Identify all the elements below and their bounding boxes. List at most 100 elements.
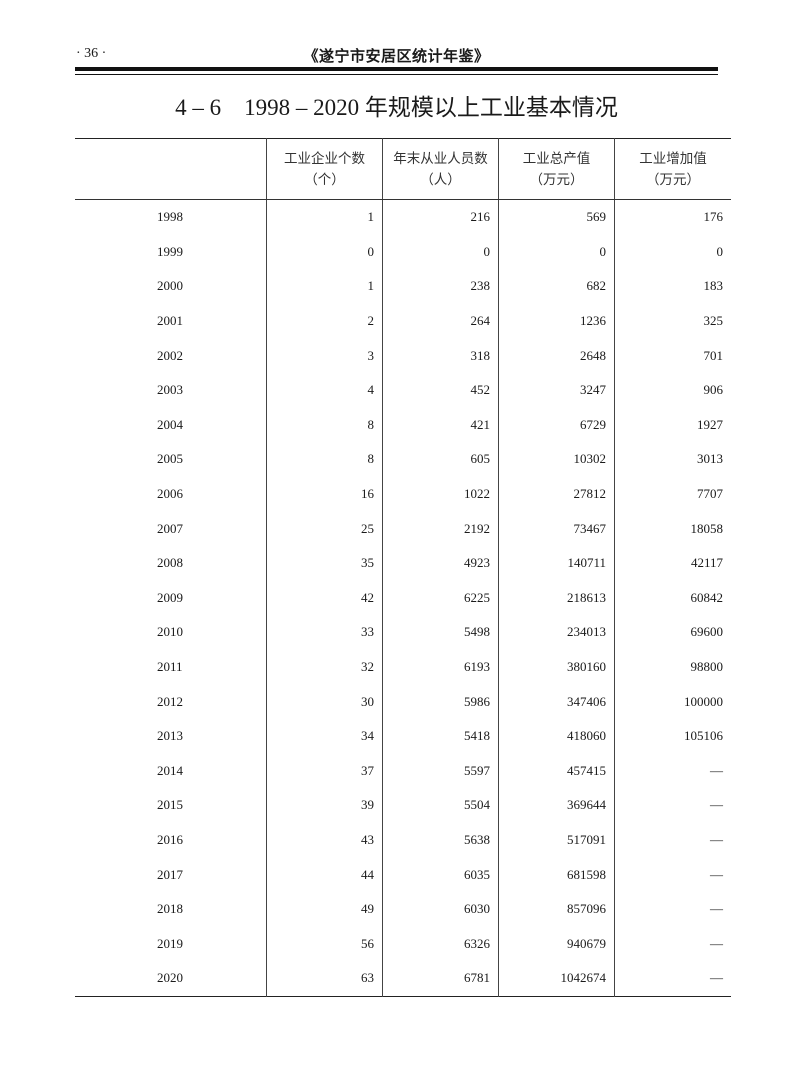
value-added-cell: 176	[614, 199, 731, 235]
employees-cell: 264	[382, 303, 499, 339]
table-title: 4 – 6 1998 – 2020 年规模以上工业基本情况	[175, 95, 618, 120]
enterprises-cell: 44	[266, 857, 383, 892]
output-value-cell: 0	[498, 234, 615, 270]
year-cell: 2006	[157, 486, 183, 502]
table-row: 2011 32 6193 380160 98800	[75, 649, 731, 685]
value-added-cell: 42117	[614, 545, 731, 581]
column-unit: （万元）	[529, 172, 584, 187]
enterprises-cell: 37	[266, 753, 383, 789]
enterprises-cell: 25	[266, 511, 383, 546]
table-row: 2012 30 5986 347406 100000	[75, 684, 731, 719]
enterprises-cell: 0	[266, 234, 383, 270]
enterprises-cell: 63	[266, 961, 383, 997]
year-cell: 2004	[157, 416, 183, 432]
column-unit: （个）	[304, 172, 345, 187]
employees-cell: 6781	[382, 961, 499, 997]
column-header-enterprises: 工业企业个数 （个）	[266, 138, 383, 200]
enterprises-cell: 1	[266, 199, 383, 235]
value-added-cell: 60842	[614, 580, 731, 616]
employees-cell: 5986	[382, 684, 499, 719]
output-value-cell: 2648	[498, 338, 615, 373]
year-cell: 2008	[157, 555, 183, 571]
enterprises-cell: 16	[266, 476, 383, 512]
enterprises-cell: 33	[266, 615, 383, 650]
year-cell: 2000	[157, 278, 183, 294]
enterprises-cell: 30	[266, 684, 383, 719]
output-value-cell: 218613	[498, 580, 615, 616]
output-value-cell: 369644	[498, 788, 615, 823]
table-row: 2005 8 605 10302 3013	[75, 442, 731, 477]
year-cell: 2007	[157, 520, 183, 536]
value-added-cell: 325	[614, 303, 731, 339]
enterprises-cell: 3	[266, 338, 383, 373]
value-added-cell: —	[614, 961, 731, 997]
output-value-cell: 940679	[498, 926, 615, 962]
employees-cell: 5418	[382, 718, 499, 754]
employees-cell: 0	[382, 234, 499, 270]
employees-cell: 6326	[382, 926, 499, 962]
table-row: 2020 63 6781 1042674—	[75, 961, 731, 997]
value-added-cell: —	[614, 753, 731, 789]
employees-cell: 318	[382, 338, 499, 373]
output-value-cell: 27812	[498, 476, 615, 512]
year-cell: 1998	[157, 209, 183, 225]
output-value-cell: 73467	[498, 511, 615, 546]
table-header-row: 工业企业个数 （个） 年末从业人员数 （人） 工业总产值 （万元） 工业增加值 （万元）	[75, 138, 731, 200]
enterprises-cell: 39	[266, 788, 383, 823]
value-added-cell: 7707	[614, 476, 731, 512]
enterprises-cell: 32	[266, 649, 383, 685]
value-added-cell: —	[614, 857, 731, 892]
output-value-cell: 6729	[498, 407, 615, 443]
table-row: 1999 0 0 0 0	[75, 234, 731, 270]
output-value-cell: 10302	[498, 442, 615, 477]
year-cell: 2016	[157, 831, 183, 847]
employees-cell: 4923	[382, 545, 499, 581]
column-header-output-value: 工业总产值 （万元）	[498, 138, 615, 200]
employees-cell: 238	[382, 269, 499, 304]
column-label: 年末从业人员数	[393, 151, 488, 166]
value-added-cell: 1927	[614, 407, 731, 443]
header-rule-thin	[75, 74, 718, 75]
output-value-cell: 457415	[498, 753, 615, 789]
year-cell: 2017	[157, 866, 183, 882]
table-body: 1998 1 216 569 176 1999 0 0 0 0 2000 1 238 682 183 2001…	[75, 199, 731, 997]
employees-cell: 452	[382, 372, 499, 408]
value-added-cell: —	[614, 891, 731, 927]
output-value-cell: 234013	[498, 615, 615, 650]
year-cell: 2013	[157, 728, 183, 744]
output-value-cell: 857096	[498, 891, 615, 927]
value-added-cell: 105106	[614, 718, 731, 754]
table-row: 2016 43 5638 517091—	[75, 822, 731, 858]
output-value-cell: 3247	[498, 372, 615, 408]
column-label: 工业总产值	[522, 151, 591, 166]
enterprises-cell: 56	[266, 926, 383, 962]
column-label: 工业增加值	[639, 151, 707, 166]
output-value-cell: 347406	[498, 684, 615, 719]
table-row: 2009 42 6225 218613 60842	[75, 580, 731, 616]
year-cell: 2010	[157, 624, 183, 640]
output-value-cell: 682	[498, 269, 615, 304]
employees-cell: 605	[382, 442, 499, 477]
employees-cell: 6225	[382, 580, 499, 616]
output-value-cell: 517091	[498, 822, 615, 858]
table-row: 2017 44 6035 681598—	[75, 857, 731, 892]
value-added-cell: 98800	[614, 649, 731, 685]
value-added-cell: 0	[614, 234, 731, 270]
running-title: 《遂宁市安居区统计年鉴》	[303, 47, 490, 65]
value-added-cell: —	[614, 926, 731, 962]
value-added-cell: 183	[614, 269, 731, 304]
employees-cell: 421	[382, 407, 499, 443]
enterprises-cell: 35	[266, 545, 383, 581]
year-cell: 2009	[157, 589, 183, 605]
table-row: 2014 37 5597 457415—	[75, 753, 731, 789]
value-added-cell: —	[614, 788, 731, 823]
column-label: 工业企业个数	[284, 151, 365, 166]
year-cell: 2019	[157, 935, 183, 951]
column-header-value-added: 工业增加值 （万元）	[614, 138, 731, 200]
output-value-cell: 1042674	[498, 961, 615, 997]
value-added-cell: 906	[614, 372, 731, 408]
year-cell: 2018	[157, 901, 183, 917]
column-header-employees: 年末从业人员数 （人）	[382, 138, 499, 200]
year-cell: 2015	[157, 797, 183, 813]
header-rule-thick	[75, 67, 718, 71]
